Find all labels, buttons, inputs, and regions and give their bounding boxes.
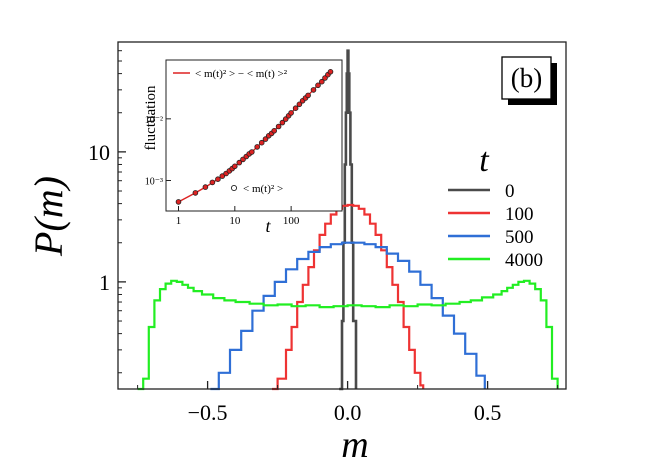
inset-x-axis-label: t bbox=[265, 216, 271, 236]
x-tick-label: 0.0 bbox=[334, 400, 362, 425]
inset-background bbox=[166, 60, 342, 211]
inset-point bbox=[271, 128, 278, 134]
y-tick-label: 10 bbox=[88, 140, 110, 165]
inset-series-group bbox=[175, 69, 334, 205]
main-series-group bbox=[137, 49, 559, 391]
y-axis-label: P(m) bbox=[26, 176, 71, 257]
legend-label: 500 bbox=[505, 227, 534, 248]
inset-point bbox=[232, 163, 238, 170]
panel-label-box: (b) bbox=[501, 56, 557, 105]
legend-title: t bbox=[479, 142, 490, 179]
inset-point bbox=[192, 190, 199, 196]
inset-y-tick-label: 10⁻³ bbox=[145, 176, 163, 187]
inset-point bbox=[327, 69, 334, 75]
series-line-100 bbox=[272, 203, 425, 391]
series-line-500 bbox=[210, 241, 486, 391]
inset-y-tick-label: 10⁻² bbox=[145, 115, 163, 126]
inset-frame bbox=[165, 59, 343, 212]
legend-label: 0 bbox=[505, 181, 515, 202]
y-tick-label: 1 bbox=[99, 270, 110, 295]
series-line-4000 bbox=[137, 279, 559, 391]
inset-point bbox=[175, 199, 182, 205]
inset-point bbox=[315, 82, 321, 89]
inset-x-tick-label: 100 bbox=[283, 215, 300, 227]
inset-point bbox=[209, 179, 216, 186]
inset-legend-label-markers: < m(t)² > bbox=[243, 183, 283, 195]
legend-label: 100 bbox=[505, 204, 534, 225]
x-axis-label: m bbox=[341, 424, 368, 466]
inset-point bbox=[219, 173, 226, 179]
inset-point bbox=[202, 184, 209, 190]
inset-point bbox=[249, 149, 255, 155]
inset-x-tick-label: 1 bbox=[176, 215, 182, 227]
x-tick-label: −0.5 bbox=[188, 400, 228, 425]
inset-point bbox=[318, 78, 325, 85]
inset-point bbox=[258, 139, 265, 146]
inset-point bbox=[279, 119, 286, 126]
inset-point bbox=[275, 123, 282, 130]
panel-label-border bbox=[501, 56, 552, 100]
panel-label: (b) bbox=[511, 63, 542, 93]
inset-point bbox=[305, 92, 311, 99]
inset-y-axis-label: fluctuation bbox=[143, 85, 159, 150]
inset-point bbox=[310, 87, 317, 93]
inset-legend-marker-swatch bbox=[230, 184, 238, 192]
inset-panel: 1 10 100 10⁻³ 10⁻² t fluctuation < m(t)² > − < … bbox=[143, 59, 343, 236]
inset-point bbox=[254, 144, 261, 150]
inset-legend-label-line: < m(t)² > − < m(t) >² bbox=[195, 68, 288, 80]
main-plot-frame bbox=[117, 41, 567, 390]
inset-point bbox=[288, 110, 294, 116]
inset-point bbox=[292, 105, 299, 111]
inset-axes: 1 10 100 10⁻³ 10⁻² t fluctuation < m(t)² > − < … bbox=[143, 68, 300, 236]
inset-x-tick-label: 10 bbox=[229, 215, 241, 227]
inset-point bbox=[262, 136, 269, 142]
inset-point bbox=[215, 176, 221, 183]
x-tick-label: 0.5 bbox=[474, 400, 502, 425]
inset-point bbox=[296, 101, 303, 108]
legend-label: 4000 bbox=[505, 250, 543, 271]
inset-point bbox=[236, 159, 243, 166]
